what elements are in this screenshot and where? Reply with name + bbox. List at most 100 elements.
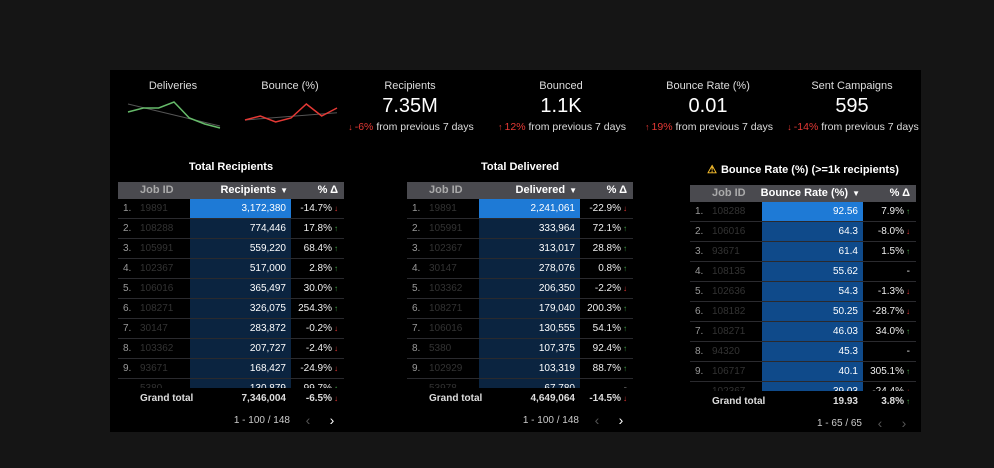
table-row[interactable]: 3. 102367 313,017 28.8% ↑ [407, 239, 633, 259]
grand-total-value: 19.93 [832, 396, 858, 407]
row-index: 8. [412, 343, 421, 354]
pagination: 1 - 65 / 65 ‹ › [690, 413, 916, 433]
row-job-id: 102367 [140, 263, 174, 274]
row-value: 54.3 [762, 282, 863, 301]
pagination-range: 1 - 100 / 148 [233, 414, 290, 426]
table-row[interactable]: 4. 108135 55.62 - [690, 262, 916, 282]
header-job-id[interactable]: Job ID [140, 184, 174, 196]
row-delta-value: 17.8% [303, 223, 332, 234]
row-delta: 7.9% ↑ [863, 202, 916, 221]
prev-page-button[interactable]: ‹ [877, 415, 883, 431]
arrow-up-icon: ↑ [334, 264, 338, 273]
table-row[interactable]: 4. 30147 278,076 0.8% ↑ [407, 259, 633, 279]
header-delta[interactable]: % Δ [889, 187, 910, 199]
table-header: Job ID Recipients ▼ % Δ [118, 182, 344, 199]
table-row[interactable]: 8. 103362 207,727 -2.4% ↓ [118, 339, 344, 359]
row-delta-value: -0.2% [305, 323, 332, 334]
arrow-down-icon: ↓ [334, 394, 338, 403]
arrow-up-icon: ↑ [498, 122, 503, 132]
table-row[interactable]: 10236739.03-24.4%↓ [690, 382, 916, 391]
row-value: 45.3 [762, 342, 863, 361]
sort-desc-icon: ▼ [280, 186, 288, 195]
table-row[interactable]: 3. 93671 61.4 1.5% ↑ [690, 242, 916, 262]
table-row[interactable]: 2. 108288 774,446 17.8% ↑ [118, 219, 344, 239]
table-row[interactable]: 6. 108271 326,075 254.3% ↑ [118, 299, 344, 319]
row-job-id: 106016 [140, 283, 174, 294]
table-row[interactable]: 5. 106016 365,497 30.0% ↑ [118, 279, 344, 299]
row-value: 64.3 [762, 222, 863, 241]
row-delta-value: 305.1% [870, 366, 904, 377]
table-row[interactable]: 5380130,87999.7%↑ [118, 379, 344, 388]
table-row[interactable]: 5397867,780 - [407, 379, 633, 388]
header-job-id[interactable]: Job ID [712, 187, 746, 199]
row-index: 9. [412, 363, 421, 374]
next-page-button[interactable]: › [618, 412, 624, 428]
row-delta: 200.3% ↑ [580, 299, 633, 318]
row-job-id: 106717 [712, 366, 746, 377]
table-row[interactable]: 2. 106016 64.3 -8.0% ↓ [690, 222, 916, 242]
grand-total-label: Grand total [429, 393, 483, 404]
table-row[interactable]: 6. 108182 50.25 -28.7% ↓ [690, 302, 916, 322]
prev-page-button[interactable]: ‹ [305, 412, 311, 428]
row-index: 5. [123, 283, 132, 294]
next-page-button[interactable]: › [329, 412, 335, 428]
kpi-title: Bounce Rate (%) [666, 80, 750, 92]
row-job-id: 53978 [429, 379, 479, 388]
series-line [127, 101, 221, 129]
table-row[interactable]: 7. 30147 283,872 -0.2% ↓ [118, 319, 344, 339]
row-value: 46.03 [762, 322, 863, 341]
table-row[interactable]: 7. 106016 130,555 54.1% ↑ [407, 319, 633, 339]
header-delta[interactable]: % Δ [317, 184, 338, 196]
header-value-sort[interactable]: Recipients ▼ [184, 182, 291, 199]
header-value-sort[interactable]: Bounce Rate (%) ▼ [756, 185, 863, 202]
row-delta-value: 0.8% [598, 263, 621, 274]
warning-icon: ⚠ [707, 164, 717, 176]
table-row[interactable]: 1. 19891 2,241,061 -22.9% ↓ [407, 199, 633, 219]
table-row[interactable]: 6. 108271 179,040 200.3% ↑ [407, 299, 633, 319]
table-row[interactable]: 1. 108288 92.56 7.9% ↑ [690, 202, 916, 222]
row-index [118, 379, 140, 388]
kpi-delta: ↑ 19% from previous 7 days [638, 121, 778, 133]
row-index [407, 379, 429, 388]
next-page-button[interactable]: › [901, 415, 907, 431]
kpi-delta-value: -14% [793, 121, 819, 133]
header-value-sort[interactable]: Delivered ▼ [473, 182, 580, 199]
table-row[interactable]: 9. 102929 103,319 88.7% ↑ [407, 359, 633, 379]
table-row[interactable]: 5. 103362 206,350 -2.2% ↓ [407, 279, 633, 299]
table-row[interactable]: 5. 102636 54.3 -1.3% ↓ [690, 282, 916, 302]
row-job-id: 102929 [429, 363, 463, 374]
kpi-delta-suffix: from previous 7 days [528, 121, 626, 133]
arrow-up-icon: ↑ [623, 344, 627, 353]
row-delta-value: 30.0% [303, 283, 332, 294]
row-job-id: 30147 [429, 263, 457, 274]
row-index: 9. [123, 363, 132, 374]
table-row[interactable]: 7. 108271 46.03 34.0% ↑ [690, 322, 916, 342]
grand-total-delta-value: 3.8% [881, 396, 904, 407]
table-row[interactable]: 8. 5380 107,375 92.4% ↑ [407, 339, 633, 359]
table-row[interactable]: 9. 93671 168,427 -24.9% ↓ [118, 359, 344, 379]
prev-page-button[interactable]: ‹ [594, 412, 600, 428]
arrow-up-icon: ↑ [334, 284, 338, 293]
table-row[interactable]: 9. 106717 40.1 305.1% ↑ [690, 362, 916, 382]
row-delta: -24.9% ↓ [291, 359, 344, 378]
table-row[interactable]: 1. 19891 3,172,380 -14.7% ↓ [118, 199, 344, 219]
header-index [118, 182, 140, 199]
row-value: 365,497 [190, 279, 291, 298]
header-delta[interactable]: % Δ [606, 184, 627, 196]
arrow-up-icon: ↑ [623, 324, 627, 333]
arrow-up-icon: ↑ [623, 364, 627, 373]
arrow-up-icon: ↑ [623, 304, 627, 313]
table-row[interactable]: 4. 102367 517,000 2.8% ↑ [118, 259, 344, 279]
arrow-down-icon: ↓ [906, 387, 910, 391]
table-row[interactable]: 8. 94320 45.3 - [690, 342, 916, 362]
row-delta-value: 34.0% [875, 326, 904, 337]
header-job-id[interactable]: Job ID [429, 184, 463, 196]
kpi-bounce-rate-: Bounce Rate (%) 0.01 ↑ 19% from previous 7 … [638, 80, 778, 133]
row-value: 283,872 [190, 319, 291, 338]
row-job-id: 102367 [429, 243, 463, 254]
kpi-value: 0.01 [688, 95, 728, 117]
table-row[interactable]: 2. 105991 333,964 72.1% ↑ [407, 219, 633, 239]
sparkline-title: Deliveries [148, 80, 198, 92]
arrow-up-icon: ↑ [623, 224, 627, 233]
table-row[interactable]: 3. 105991 559,220 68.4% ↑ [118, 239, 344, 259]
